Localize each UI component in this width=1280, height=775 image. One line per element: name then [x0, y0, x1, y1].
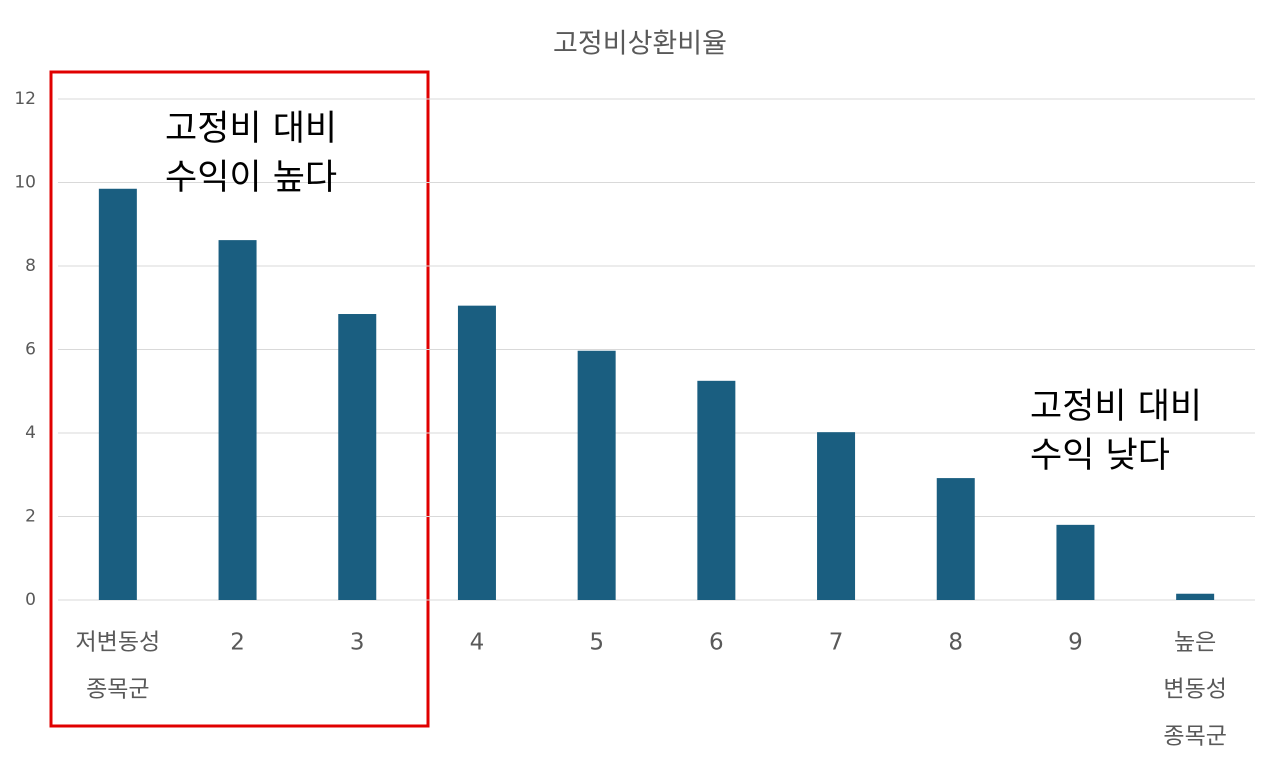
annotation: 고정비 대비: [1030, 387, 1202, 427]
chart-title: 고정비상환비율: [553, 29, 727, 60]
x-tick-label: 5: [589, 630, 604, 656]
bar: [577, 350, 616, 600]
bar: [697, 380, 736, 600]
y-tick-label: 8: [25, 256, 36, 276]
y-tick-label: 6: [25, 340, 36, 360]
highlight-box: [49, 70, 430, 728]
x-tick-label: 종목군: [1163, 724, 1226, 750]
x-tick-label: 높은: [1174, 630, 1216, 656]
bar: [817, 432, 856, 600]
bar: [98, 188, 137, 600]
bar: [457, 305, 496, 600]
x-tick-label: 9: [1068, 630, 1083, 656]
y-tick-label: 12: [14, 89, 36, 109]
x-tick-label: 4: [470, 630, 485, 656]
bar: [936, 478, 975, 600]
bar: [218, 240, 257, 601]
y-tick-label: 2: [25, 507, 36, 527]
x-tick-label: 변동성: [1163, 677, 1226, 703]
y-tick-label: 4: [25, 423, 36, 443]
bar: [338, 314, 377, 600]
x-tick-label: 종목군: [86, 677, 149, 703]
annotation: 수익이 높다: [165, 158, 337, 198]
bar: [1056, 524, 1095, 600]
x-tick-label: 2: [230, 630, 245, 656]
x-tick-label: 6: [709, 630, 724, 656]
x-tick-label: 7: [829, 630, 844, 656]
y-tick-label: 10: [14, 173, 36, 193]
annotation: 수익 낮다: [1030, 436, 1170, 476]
x-tick-label: 8: [948, 630, 963, 656]
bar: [1176, 593, 1215, 600]
y-tick-label: 0: [25, 590, 36, 610]
annotation: 고정비 대비: [165, 109, 337, 149]
x-tick-label: 3: [350, 630, 365, 656]
x-tick-label: 저변동성: [76, 630, 161, 656]
